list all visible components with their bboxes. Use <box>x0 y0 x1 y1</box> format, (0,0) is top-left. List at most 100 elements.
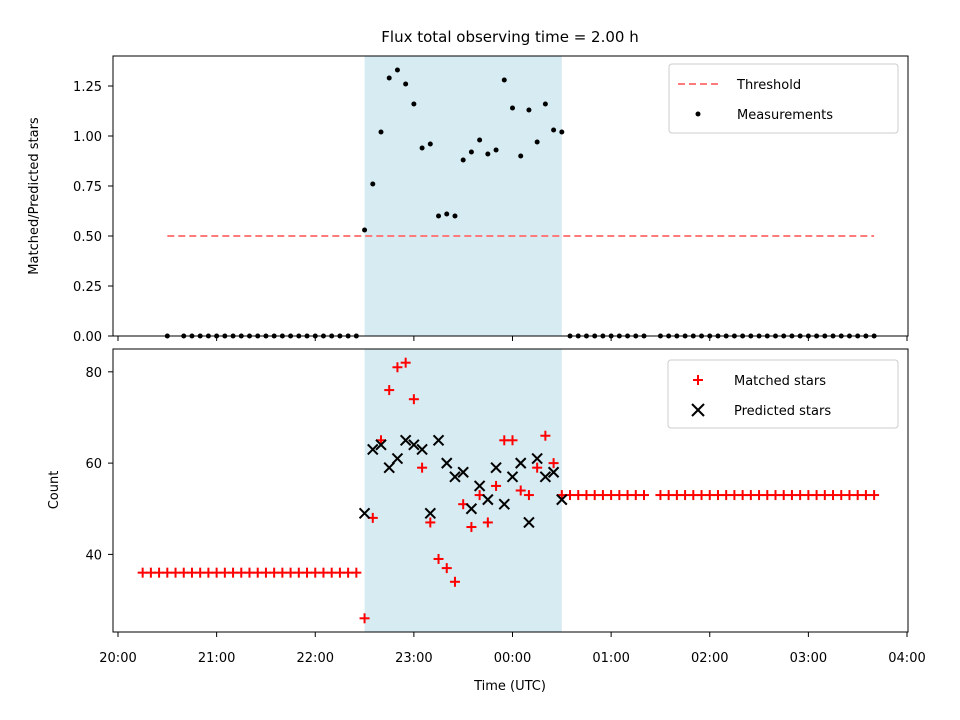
legend-matched-swatch <box>693 375 703 385</box>
matched-star-point <box>359 613 370 624</box>
predicted-star-point <box>358 507 371 520</box>
x-tick-label: 04:00 <box>888 651 925 666</box>
measurement-point <box>378 129 384 135</box>
predicted-star-point <box>547 466 560 478</box>
chart-title: Flux total observing time = 2.00 h <box>381 28 638 46</box>
x-tick-label: 03:00 <box>790 651 827 666</box>
predicted-star-point <box>473 480 486 492</box>
measurement-point <box>460 157 466 163</box>
top-y-ticks: 0.00 0.25 0.50 0.75 1.00 1.25 <box>73 80 113 345</box>
legend-measurements-swatch <box>695 111 701 117</box>
measurement-point <box>526 107 532 113</box>
measurement-point <box>370 181 376 187</box>
top-y-axis-label: Matched/Predicted stars <box>27 117 42 275</box>
bottom-legend: Matched stars Predicted stars <box>667 359 899 429</box>
y-tick-label: 40 <box>85 548 102 563</box>
predicted-star-point <box>441 457 453 469</box>
bottom-axes-frame <box>112 348 909 633</box>
matched-star-point <box>417 462 428 473</box>
measurement-point <box>444 211 450 217</box>
predicted-star-point <box>490 461 502 474</box>
y-tick-label: 60 <box>85 457 102 472</box>
matched-star-point <box>351 567 362 578</box>
legend-measurements-label: Measurements <box>737 108 833 123</box>
y-tick-label: 0.00 <box>73 330 102 345</box>
matched-star-point <box>408 394 419 405</box>
predicted-star-point <box>375 439 387 451</box>
measurement-point <box>436 213 442 219</box>
predicted-star-point <box>457 466 469 478</box>
matched-star-point <box>532 462 543 473</box>
measurement-point <box>493 147 499 153</box>
measurement-point <box>485 151 491 157</box>
measurement-point <box>542 101 548 107</box>
bottom-legend-box <box>667 359 899 429</box>
matched-star-point <box>425 517 436 528</box>
measurement-point <box>386 75 392 81</box>
predicted-star-point <box>424 507 437 520</box>
matched-star-point <box>491 480 502 491</box>
bottom-y-ticks: 40 60 80 <box>85 366 113 563</box>
measurement-point <box>534 139 540 145</box>
measurement-point <box>362 227 368 233</box>
y-tick-label: 0.75 <box>73 180 102 195</box>
x-tick-label: 23:00 <box>395 651 432 666</box>
measurement-point <box>501 77 507 83</box>
predicted-star-point <box>408 439 420 451</box>
x-axis-label: Time (UTC) <box>473 679 546 694</box>
top-legend: Threshold Measurements <box>668 63 899 134</box>
legend-threshold-label: Threshold <box>736 78 801 93</box>
bottom-y-axis-label: Count <box>47 471 62 510</box>
measurement-point <box>411 101 417 107</box>
predicted-star-point <box>367 443 379 456</box>
matched-star-point <box>507 435 518 446</box>
measurement-point <box>477 137 483 143</box>
matched-star-point <box>384 385 395 396</box>
measurement-point <box>427 141 433 147</box>
y-tick-label: 80 <box>85 366 102 381</box>
matched-star-point <box>449 576 460 587</box>
observing-interval-shade <box>364 349 562 632</box>
matched-star-point <box>540 430 551 441</box>
predicted-star-point <box>399 434 412 446</box>
predicted-star-point <box>416 443 428 456</box>
measurement-point <box>468 149 474 155</box>
matched-star-point <box>482 517 493 528</box>
bottom-plot-marks <box>137 357 880 624</box>
x-tick-label: 00:00 <box>494 651 531 666</box>
matched-star-point <box>392 362 403 373</box>
y-tick-label: 1.00 <box>73 130 102 145</box>
predicted-star-point <box>556 493 568 506</box>
measurement-point <box>452 213 458 219</box>
predicted-star-point <box>383 461 395 474</box>
measurement-point <box>394 67 400 73</box>
x-tick-label: 02:00 <box>691 651 728 666</box>
x-tick-label: 21:00 <box>198 651 235 666</box>
y-tick-label: 1.25 <box>73 80 102 95</box>
x-tick-label: 01:00 <box>592 651 629 666</box>
matched-star-point <box>515 485 526 496</box>
y-tick-label: 0.50 <box>73 230 102 245</box>
predicted-star-point <box>523 516 535 529</box>
predicted-star-point <box>515 457 527 469</box>
predicted-star-point <box>465 503 478 515</box>
legend-matched-label: Matched stars <box>734 374 826 389</box>
y-tick-label: 0.25 <box>73 280 102 295</box>
measurement-point <box>510 105 515 111</box>
predicted-star-point <box>498 498 510 510</box>
measurement-point <box>551 127 557 133</box>
x-tick-label: 20:00 <box>99 651 136 666</box>
observing-interval-shade <box>364 56 562 336</box>
top-axes-frame <box>112 55 909 337</box>
matched-star-point <box>433 553 444 564</box>
measurement-point <box>403 81 409 87</box>
matched-star-point <box>400 357 411 368</box>
legend-predicted-swatch <box>691 403 705 417</box>
x-tick-label: 22:00 <box>297 651 334 666</box>
predicted-star-point <box>506 471 519 483</box>
matched-star-point <box>466 522 477 533</box>
predicted-star-point <box>531 452 543 465</box>
matched-star-point <box>441 563 452 574</box>
measurement-point <box>419 145 425 151</box>
